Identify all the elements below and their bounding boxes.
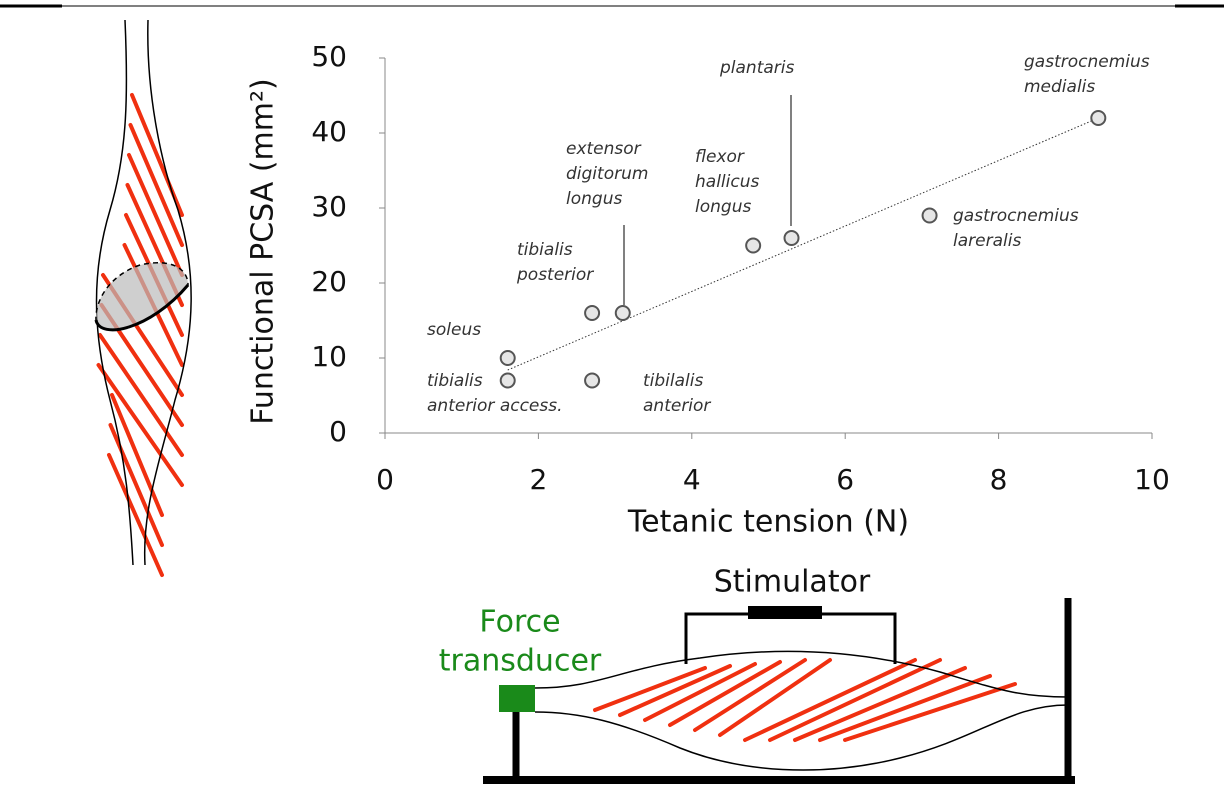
y-tick-label: 40 xyxy=(311,115,347,148)
point-label: gastrocnemius xyxy=(953,206,1079,226)
point-label: digitorum xyxy=(566,164,648,184)
fiber xyxy=(668,660,782,727)
fiber xyxy=(818,674,992,742)
fiber xyxy=(128,123,184,247)
fiber xyxy=(768,658,942,742)
fiber xyxy=(793,666,967,742)
data-point xyxy=(1090,110,1107,126)
data-point xyxy=(584,372,601,389)
point-label: longus xyxy=(566,189,622,209)
transducer-label: transducer xyxy=(439,644,602,679)
data-point xyxy=(921,207,938,224)
point-label: tibilalis xyxy=(643,371,703,391)
x-tick-label: 4 xyxy=(683,463,701,496)
muscle-fibers xyxy=(593,658,1017,742)
point-label: soleus xyxy=(427,320,481,340)
scatter-chart: 0 2 4 6 8 10 0 10 20 30 40 50 Tetanic tension (N) Fun… xyxy=(246,40,1170,540)
fiber xyxy=(98,333,184,457)
fiber xyxy=(693,658,807,732)
fiber xyxy=(843,682,1017,742)
fiber xyxy=(108,423,164,547)
fiber xyxy=(127,153,184,277)
force-rig-diagram: Stimulator Force transducer xyxy=(439,565,1075,784)
y-tick-label: 50 xyxy=(311,40,347,73)
muscle-outline xyxy=(143,19,192,566)
muscle-outline xyxy=(95,19,134,566)
point-label: medialis xyxy=(1024,77,1095,97)
fiber xyxy=(96,363,184,487)
fiber xyxy=(107,453,164,577)
fiber xyxy=(718,658,832,737)
stimulator xyxy=(748,606,822,619)
muscle-outline xyxy=(534,650,1069,698)
y-tick-label: 10 xyxy=(311,340,347,373)
point-label: gastrocnemius xyxy=(1024,52,1150,72)
fiber xyxy=(110,393,164,517)
muscle-fibers xyxy=(96,93,184,577)
point-label: plantaris xyxy=(719,58,795,78)
point-label: tibialis xyxy=(517,240,573,260)
y-tick-label: 20 xyxy=(311,265,347,298)
muscle-illustration xyxy=(94,19,192,577)
point-label: anterior xyxy=(643,396,711,416)
x-tick-label: 2 xyxy=(529,463,547,496)
fiber xyxy=(618,664,732,717)
point-label: tibialis xyxy=(427,371,483,391)
x-axis-title: Tetanic tension (N) xyxy=(627,505,909,540)
transducer-label: Force xyxy=(479,605,560,640)
x-tick-label: 10 xyxy=(1134,463,1170,496)
data-point xyxy=(584,305,601,321)
y-tick-label: 0 xyxy=(329,415,347,448)
point-label: extensor xyxy=(566,139,642,159)
data-point xyxy=(614,305,631,321)
y-tick-label: 30 xyxy=(311,190,347,223)
point-label: hallicus xyxy=(695,172,759,192)
point-label: flexor xyxy=(695,147,745,167)
x-tick-label: 8 xyxy=(990,463,1008,496)
muscle-outline xyxy=(534,704,1069,771)
force-transducer xyxy=(499,685,535,712)
x-tick-label: 6 xyxy=(836,463,854,496)
point-label: longus xyxy=(695,197,751,217)
point-label: anterior access. xyxy=(427,396,563,416)
point-label: lareralis xyxy=(953,231,1021,251)
data-point xyxy=(783,230,800,246)
fiber xyxy=(130,93,184,217)
fiber xyxy=(743,658,917,742)
fiber xyxy=(593,666,707,712)
data-point xyxy=(499,372,516,389)
fiber xyxy=(643,662,757,722)
x-tick-label: 0 xyxy=(376,463,394,496)
point-label: posterior xyxy=(516,265,594,285)
cross-section-edge xyxy=(94,284,190,332)
data-point xyxy=(499,350,516,366)
y-axis-title: Functional PCSA (mm²) xyxy=(246,78,281,424)
stimulator-label: Stimulator xyxy=(714,565,871,600)
data-point xyxy=(745,237,762,254)
